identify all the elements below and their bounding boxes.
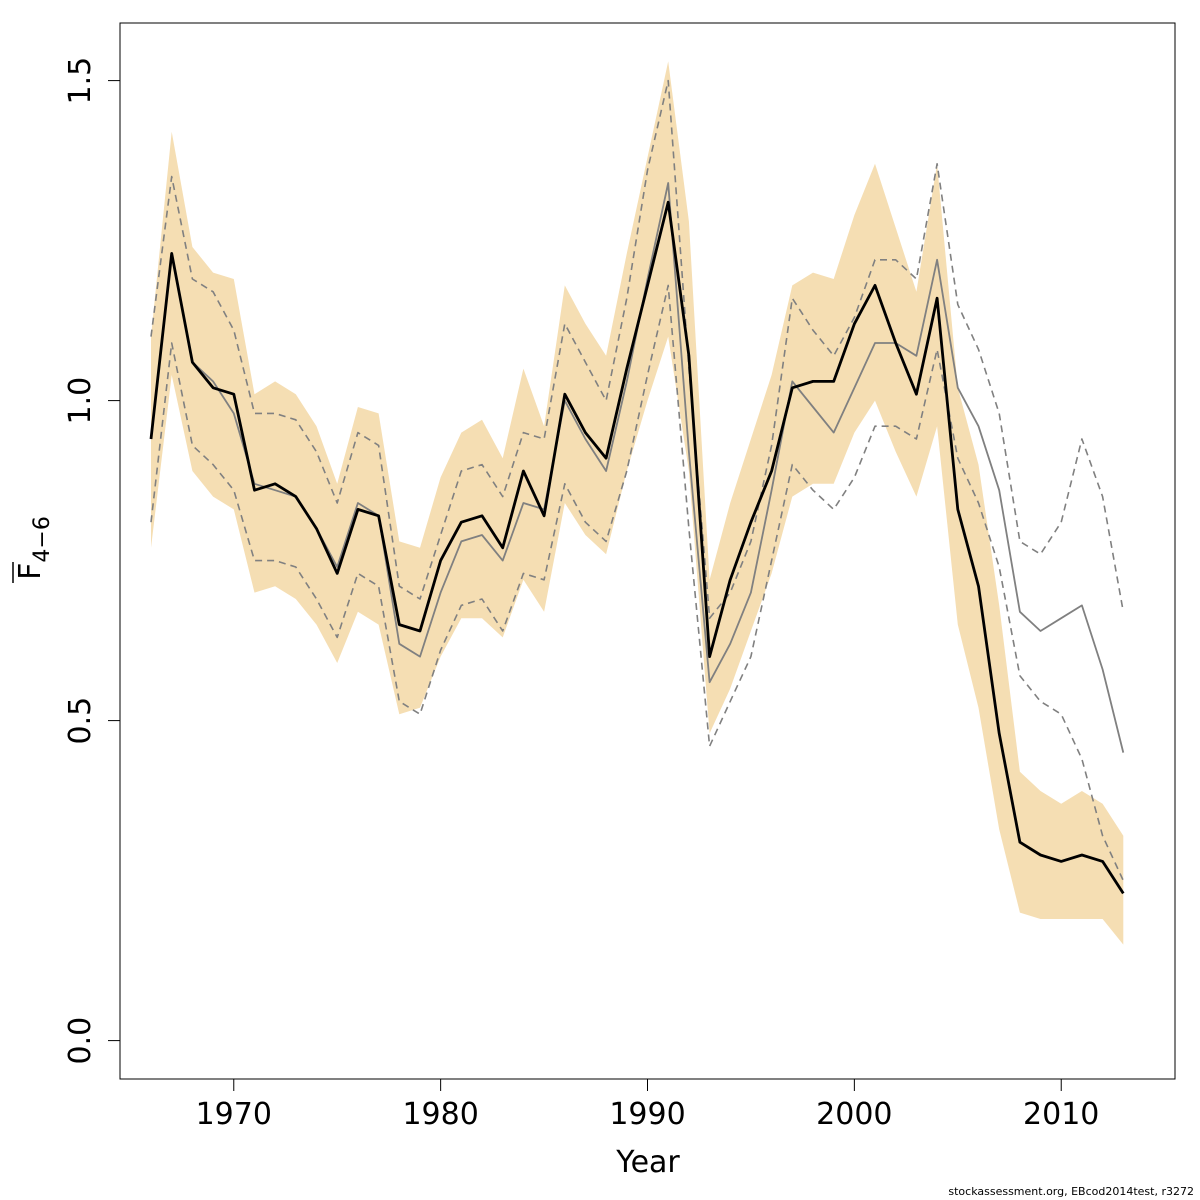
x-axis-title: Year bbox=[615, 1145, 680, 1180]
plot-area bbox=[149, 61, 1125, 945]
y-tick-label-2: 1.0 bbox=[63, 377, 98, 425]
main-estimate-line bbox=[149, 200, 1125, 895]
x-tick-label-1970: 1970 bbox=[196, 1097, 272, 1132]
x-tick-label-1990: 1990 bbox=[609, 1097, 685, 1132]
axes: 1970 1980 1990 2000 2010 0.0 0.5 1.0 1.5 bbox=[63, 57, 1099, 1132]
x-tick-label-1980: 1980 bbox=[402, 1097, 478, 1132]
y-axis-title-base: F bbox=[13, 563, 48, 580]
y-axis-title: F4−6 bbox=[12, 516, 55, 583]
x-tick-label-2000: 2000 bbox=[816, 1097, 892, 1132]
x-tick-label-2010: 2010 bbox=[1023, 1097, 1099, 1132]
y-axis-title-subscript: 4−6 bbox=[30, 516, 55, 562]
confidence-band bbox=[151, 61, 1124, 945]
y-tick-label-3: 1.5 bbox=[63, 57, 98, 105]
retro-upper-dashed-line bbox=[150, 79, 1125, 620]
credit-text: stockassessment.org, EBcod2014test, r327… bbox=[948, 1185, 1194, 1198]
y-tick-label-1: 0.5 bbox=[63, 697, 98, 745]
svg-text:F4−6: F4−6 bbox=[13, 516, 55, 580]
retro-lower-dashed-line bbox=[150, 284, 1125, 881]
y-tick-label-0: 0.0 bbox=[63, 1017, 98, 1065]
